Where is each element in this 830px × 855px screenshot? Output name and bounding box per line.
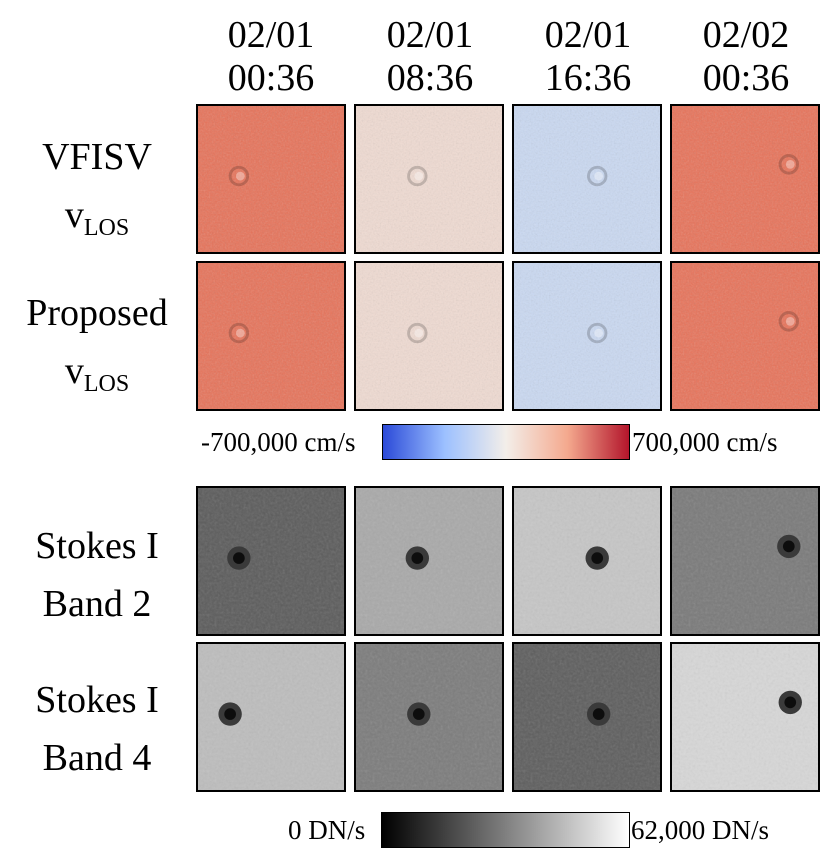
panel-image xyxy=(514,644,660,790)
panel-image xyxy=(198,263,344,409)
panel-image xyxy=(672,644,818,790)
column-header-3: 02/01 16:36 xyxy=(508,14,668,100)
column-header-4: 02/02 00:36 xyxy=(666,14,826,100)
col2-time: 08:36 xyxy=(386,57,474,99)
panel-image xyxy=(356,644,502,790)
velocity-colorbar-min-label: -700,000 cm/s xyxy=(201,427,356,457)
row-label-band2: Stokes I Band 2 xyxy=(2,517,192,633)
col2-date: 02/01 xyxy=(386,14,474,56)
panel-row2-col1 xyxy=(196,261,346,411)
panel-row2-col3 xyxy=(512,261,662,411)
col1-time: 00:36 xyxy=(227,57,315,99)
row3-title: Stokes I xyxy=(35,525,159,567)
intensity-colorbar-max-label: 62,000 DN/s xyxy=(631,815,770,845)
panel-row3-col4 xyxy=(670,486,820,636)
row-label-vfisv: VFISV vLOS xyxy=(2,128,192,257)
column-header-1: 02/01 00:36 xyxy=(191,14,351,100)
panel-row1-col1 xyxy=(196,104,346,254)
panel-image xyxy=(356,263,502,409)
row2-title: Proposed xyxy=(26,292,168,334)
column-header-2: 02/01 08:36 xyxy=(350,14,510,100)
col4-date: 02/02 xyxy=(702,14,790,56)
panel-row4-col1 xyxy=(196,642,346,792)
panel-row3-col1 xyxy=(196,486,346,636)
panel-row3-col3 xyxy=(512,486,662,636)
row-label-proposed: Proposed vLOS xyxy=(2,284,192,413)
panel-row1-col4 xyxy=(670,104,820,254)
panel-image xyxy=(672,106,818,252)
panel-image xyxy=(672,263,818,409)
row1-subtitle: vLOS xyxy=(64,194,130,241)
panel-row4-col2 xyxy=(354,642,504,792)
panel-image xyxy=(198,644,344,790)
panel-image xyxy=(672,488,818,634)
row4-title: Stokes I xyxy=(35,679,159,721)
velocity-colorbar xyxy=(382,424,630,460)
panel-image xyxy=(514,488,660,634)
row4-subtitle: Band 4 xyxy=(42,737,152,779)
intensity-colorbar-min-label: 0 DN/s xyxy=(288,815,366,845)
panel-row1-col3 xyxy=(512,104,662,254)
col3-date: 02/01 xyxy=(544,14,632,56)
col4-time: 00:36 xyxy=(702,57,790,99)
panel-image xyxy=(198,106,344,252)
panel-row4-col4 xyxy=(670,642,820,792)
velocity-colorbar-max-label: 700,000 cm/s xyxy=(632,427,778,457)
panel-image xyxy=(514,106,660,252)
panel-row3-col2 xyxy=(354,486,504,636)
panel-row4-col3 xyxy=(512,642,662,792)
col1-date: 02/01 xyxy=(227,14,315,56)
intensity-colorbar xyxy=(381,812,630,848)
row-label-band4: Stokes I Band 4 xyxy=(2,671,192,787)
row2-subtitle: vLOS xyxy=(64,350,130,397)
panel-row2-col4 xyxy=(670,261,820,411)
panel-image xyxy=(514,263,660,409)
col3-time: 16:36 xyxy=(544,57,632,99)
panel-row2-col2 xyxy=(354,261,504,411)
panel-image xyxy=(356,106,502,252)
row3-subtitle: Band 2 xyxy=(42,583,152,625)
row1-title: VFISV xyxy=(42,136,152,178)
panel-image xyxy=(198,488,344,634)
panel-image xyxy=(356,488,502,634)
panel-row1-col2 xyxy=(354,104,504,254)
